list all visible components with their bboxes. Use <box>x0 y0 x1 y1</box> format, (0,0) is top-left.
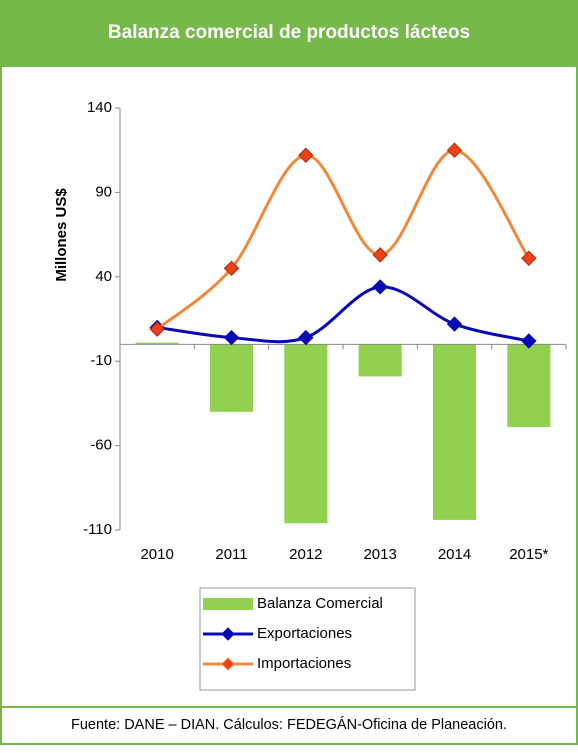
marker <box>446 142 463 158</box>
y-tick-label: 140 <box>87 99 112 116</box>
y-tick-label: -110 <box>83 521 112 538</box>
y-tick-label: 90 <box>95 183 112 200</box>
y-tick-label: -60 <box>90 437 112 454</box>
legend-label: Exportaciones <box>257 625 352 642</box>
x-tick-label: 2013 <box>363 546 396 563</box>
marker <box>446 316 463 332</box>
y-tick-label: 40 <box>95 268 112 285</box>
x-tick-label: 2015* <box>509 546 548 563</box>
marker <box>521 333 537 349</box>
legend-label: Balanza Comercial <box>257 595 383 612</box>
marker <box>372 247 388 263</box>
bar <box>507 344 551 428</box>
marker <box>372 279 388 295</box>
header <box>1 1 577 67</box>
y-tick-label: -10 <box>90 352 112 369</box>
x-tick-label: 2012 <box>289 546 322 563</box>
bar <box>358 344 402 377</box>
chart-title: Balanza comercial de productos lácteos <box>108 22 470 43</box>
bar <box>135 342 179 345</box>
legend-marker <box>221 657 235 671</box>
marker <box>149 321 165 337</box>
bar <box>284 344 328 524</box>
x-tick-label: 2010 <box>140 546 173 563</box>
marker <box>521 250 537 266</box>
marker <box>223 260 240 277</box>
legend-label: Importaciones <box>257 655 351 672</box>
bar <box>432 344 477 520</box>
marker <box>223 329 240 346</box>
marker <box>298 329 314 346</box>
legend-marker <box>221 627 235 641</box>
marker <box>298 147 314 163</box>
x-tick-label: 2011 <box>215 546 247 563</box>
bar <box>209 344 254 412</box>
y-axis-label: Millones US$ <box>53 188 70 282</box>
legend-swatch <box>203 598 253 610</box>
x-tick-label: 2014 <box>438 546 471 563</box>
footer: Fuente: DANE – DIAN. Cálculos: FEDEGÁN-O… <box>71 716 507 733</box>
